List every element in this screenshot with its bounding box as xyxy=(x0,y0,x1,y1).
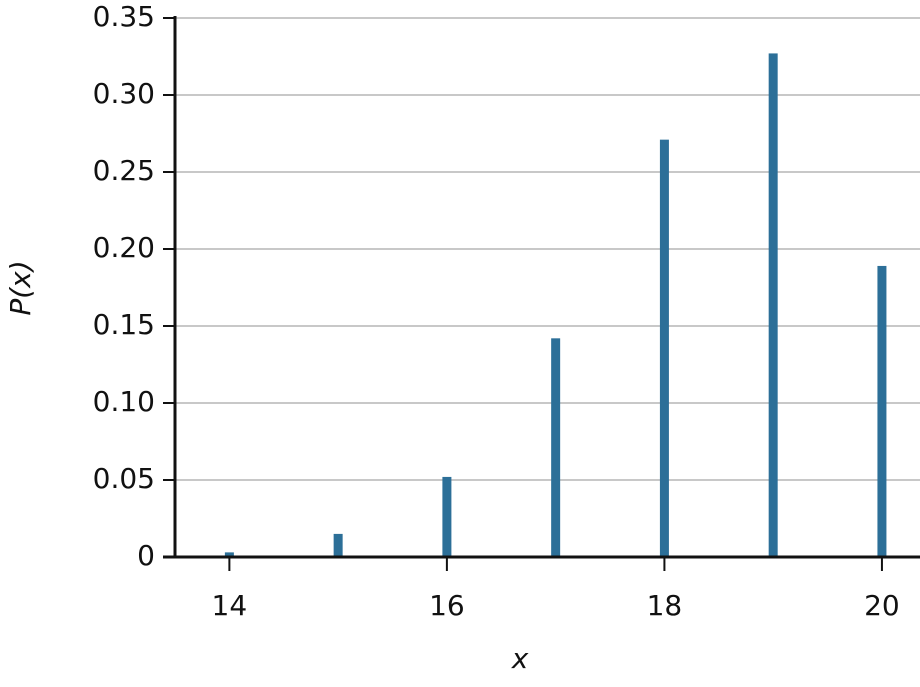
y-axis-label: P(x) xyxy=(4,260,37,315)
y-tick-label: 0.25 xyxy=(93,154,155,187)
bar xyxy=(224,552,234,557)
y-tick-label: 0.10 xyxy=(93,385,155,418)
bar xyxy=(442,476,452,557)
bar xyxy=(768,53,778,558)
bar xyxy=(333,533,343,557)
x-axis-label: x xyxy=(511,642,529,675)
bar xyxy=(551,338,561,557)
x-tick-label: 14 xyxy=(212,589,248,622)
y-tick-label: 0.35 xyxy=(93,0,155,33)
bar xyxy=(659,139,669,557)
bar xyxy=(877,265,887,557)
y-tick-label: 0.30 xyxy=(93,77,155,110)
x-tick-label: 20 xyxy=(864,589,900,622)
y-tick-label: 0 xyxy=(137,539,155,572)
x-tick-label: 16 xyxy=(429,589,465,622)
y-tick-label: 0.20 xyxy=(93,231,155,264)
y-tick-label: 0.05 xyxy=(93,462,155,495)
y-tick-label: 0.15 xyxy=(93,308,155,341)
x-tick-label: 18 xyxy=(647,589,683,622)
